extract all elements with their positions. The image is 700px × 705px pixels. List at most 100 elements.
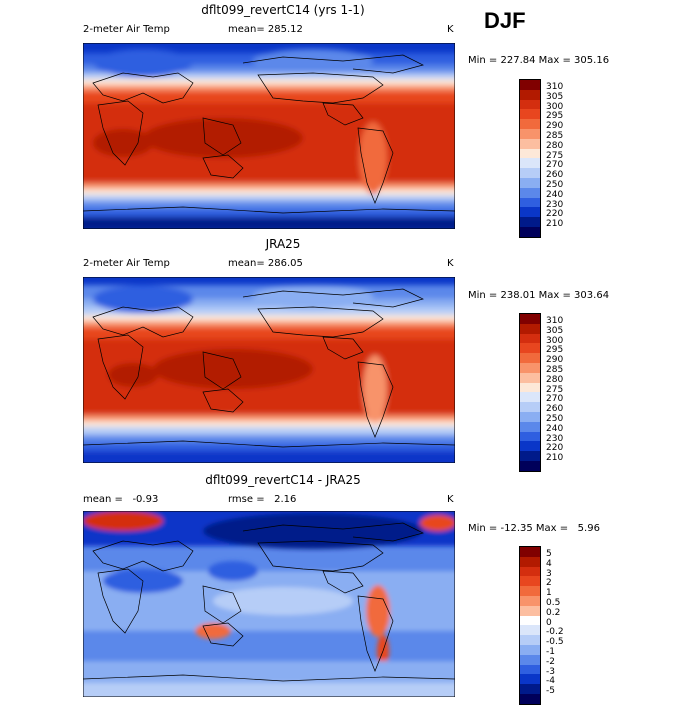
panel-3-title: dflt099_revertC14 - JRA25 bbox=[205, 473, 361, 487]
panel-2-colorbar bbox=[519, 313, 541, 472]
panel-1-min-max: Min = 227.84 Max = 305.16 bbox=[468, 55, 610, 66]
colorbar-swatch bbox=[520, 421, 540, 432]
colorbar-tick-label: 305 bbox=[546, 325, 564, 336]
colorbar-swatch bbox=[520, 382, 540, 393]
colorbar-swatch bbox=[520, 226, 540, 237]
colorbar-tick-label: 295 bbox=[546, 111, 564, 122]
colorbar-swatch bbox=[520, 654, 540, 665]
colorbar-tick-label: 280 bbox=[546, 140, 564, 151]
colorbar-swatch bbox=[520, 547, 540, 557]
colorbar-swatch bbox=[520, 128, 540, 139]
panel-2-min-max: Min = 238.01 Max = 303.64 bbox=[468, 290, 610, 301]
colorbar-swatch bbox=[520, 217, 540, 227]
colorbar-swatch bbox=[520, 158, 540, 169]
colorbar-swatch bbox=[520, 89, 540, 100]
panel-1-map bbox=[83, 43, 455, 229]
colorbar-tick-label: 240 bbox=[546, 189, 564, 200]
colorbar-tick-label: 5 bbox=[546, 549, 552, 559]
colorbar-tick-label: 0.5 bbox=[546, 597, 561, 608]
colorbar-tick-label: -0.5 bbox=[546, 637, 564, 648]
panel-3-min-max: Min = -12.35 Max = 5.96 bbox=[468, 523, 600, 534]
colorbar-swatch bbox=[520, 402, 540, 412]
colorbar-tick-label: 1 bbox=[546, 588, 552, 599]
panel-3-mean-label: mean = -0.93 bbox=[83, 494, 159, 505]
colorbar-swatch bbox=[520, 177, 540, 188]
colorbar-swatch bbox=[520, 451, 540, 461]
colorbar-tick-label: -4 bbox=[546, 676, 555, 687]
colorbar-swatch bbox=[520, 644, 540, 655]
colorbar-swatch bbox=[520, 625, 540, 636]
colorbar-swatch bbox=[520, 605, 540, 616]
colorbar-swatch bbox=[520, 207, 540, 218]
colorbar-tick-label: 0.2 bbox=[546, 607, 561, 618]
colorbar-tick-label: 275 bbox=[546, 384, 564, 395]
panel-3-rmse-label: rmse = 2.16 bbox=[228, 494, 297, 505]
panel-1-variable-label: 2-meter Air Temp bbox=[83, 24, 170, 35]
panel-2-colorbar-labels: 310 305 300 295 290 285 280 275 270 260 250 240 230 2… bbox=[546, 316, 564, 464]
colorbar-swatch bbox=[520, 109, 540, 120]
panel-1-unit-label: K bbox=[447, 24, 454, 35]
colorbar-swatch bbox=[520, 372, 540, 383]
colorbar-tick-label: -3 bbox=[546, 666, 555, 677]
colorbar-tick-label: 230 bbox=[546, 199, 564, 210]
colorbar-swatch bbox=[520, 684, 540, 694]
panel-3-map bbox=[83, 511, 455, 697]
colorbar-tick-label: 250 bbox=[546, 413, 564, 424]
colorbar-swatch bbox=[520, 119, 540, 129]
colorbar-tick-label: 295 bbox=[546, 345, 564, 356]
colorbar-swatch bbox=[520, 187, 540, 198]
colorbar-swatch bbox=[520, 148, 540, 159]
colorbar-tick-label: 300 bbox=[546, 101, 564, 112]
colorbar-tick-label: 310 bbox=[546, 316, 564, 326]
colorbar-swatch bbox=[520, 392, 540, 403]
colorbar-tick-label: 230 bbox=[546, 433, 564, 444]
colorbar-swatch bbox=[520, 664, 540, 675]
colorbar-swatch bbox=[520, 556, 540, 567]
panel-1-mean-label: mean= 285.12 bbox=[228, 24, 303, 35]
colorbar-tick-label: 220 bbox=[546, 209, 564, 220]
colorbar-tick-label: 210 bbox=[546, 219, 564, 230]
colorbar-swatch bbox=[520, 635, 540, 645]
colorbar-swatch bbox=[520, 595, 540, 606]
colorbar-tick-label: 280 bbox=[546, 374, 564, 385]
panel-3-colorbar bbox=[519, 546, 541, 705]
colorbar-swatch bbox=[520, 362, 540, 373]
colorbar-tick-label: 285 bbox=[546, 364, 564, 375]
colorbar-tick-label: 240 bbox=[546, 423, 564, 434]
colorbar-tick-label: 2 bbox=[546, 578, 552, 589]
colorbar-swatch bbox=[520, 333, 540, 344]
panel-3-colorbar-labels: 5 4 3 2 1 0.5 0.2 0 -0.2 -0.5 -1 -2 -3 -4 -5 bbox=[546, 549, 564, 697]
panel-2-title: JRA25 bbox=[265, 237, 301, 251]
colorbar-tick-label: -1 bbox=[546, 646, 555, 657]
colorbar-tick-label: 0 bbox=[546, 617, 552, 628]
colorbar-tick-label: -0.2 bbox=[546, 627, 564, 638]
colorbar-tick-label: 210 bbox=[546, 453, 564, 464]
colorbar-swatch bbox=[520, 323, 540, 334]
colorbar-tick-label: 285 bbox=[546, 130, 564, 141]
colorbar-swatch bbox=[520, 441, 540, 452]
colorbar-tick-label: 3 bbox=[546, 568, 552, 579]
colorbar-swatch bbox=[520, 693, 540, 704]
colorbar-swatch bbox=[520, 411, 540, 422]
colorbar-swatch bbox=[520, 674, 540, 685]
season-label: DJF bbox=[484, 8, 526, 33]
colorbar-tick-label: 290 bbox=[546, 355, 564, 366]
colorbar-tick-label: 300 bbox=[546, 335, 564, 346]
colorbar-swatch bbox=[520, 615, 540, 626]
colorbar-swatch bbox=[520, 431, 540, 442]
colorbar-tick-label: -2 bbox=[546, 656, 555, 667]
colorbar-swatch bbox=[520, 138, 540, 149]
colorbar-tick-label: 250 bbox=[546, 179, 564, 190]
panel-2-map bbox=[83, 277, 455, 463]
colorbar-swatch bbox=[520, 197, 540, 208]
colorbar-tick-label: 270 bbox=[546, 160, 564, 171]
panel-2-unit-label: K bbox=[447, 258, 454, 269]
colorbar-swatch bbox=[520, 168, 540, 178]
colorbar-swatch bbox=[520, 80, 540, 90]
colorbar-tick-label: 260 bbox=[546, 404, 564, 415]
colorbar-tick-label: 310 bbox=[546, 82, 564, 92]
colorbar-tick-label: 275 bbox=[546, 150, 564, 161]
colorbar-swatch bbox=[520, 576, 540, 587]
colorbar-swatch bbox=[520, 99, 540, 110]
colorbar-tick-label: 260 bbox=[546, 170, 564, 181]
